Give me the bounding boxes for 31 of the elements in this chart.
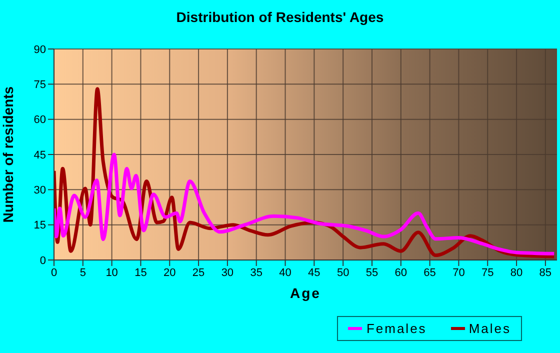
y-tick-label: 0 [40,254,46,267]
y-tick-label: 45 [34,149,46,162]
x-tick-label: 75 [481,266,494,279]
x-tick-label: 85 [539,266,552,279]
x-axis-title: Age [290,284,321,301]
chart-title: Distribution of Residents' Ages [175,9,385,25]
x-tick-label: 15 [134,266,147,279]
x-tick-label: 20 [164,266,176,279]
legend-label: Males [468,321,511,336]
x-tick-label: 55 [366,266,378,279]
x-tick-label: 45 [308,266,320,279]
legend-label: Females [365,321,427,336]
x-tick-label: 0 [50,266,58,279]
x-tick-label: 50 [336,266,350,279]
y-tick-label: 90 [34,44,46,56]
x-tick-label: 60 [394,266,408,279]
x-tick-label: 25 [192,266,205,279]
line-series [54,152,556,256]
x-tick-label: 5 [80,266,86,279]
x-tick-label: 65 [424,266,436,279]
y-tick-label: 60 [34,114,46,126]
y-tick-label: 75 [34,79,46,92]
y-axis-title: Number of residents [0,86,16,223]
x-tick-label: 80 [510,266,523,279]
y-tick-label: 30 [34,184,46,197]
x-tick-label: 70 [452,266,465,279]
x-tick-label: 40 [279,266,292,279]
x-tick-label: 10 [106,266,118,279]
x-tick-label: 30 [221,266,234,279]
y-tick-label: 15 [34,220,46,232]
x-tick-label: 35 [250,266,262,279]
